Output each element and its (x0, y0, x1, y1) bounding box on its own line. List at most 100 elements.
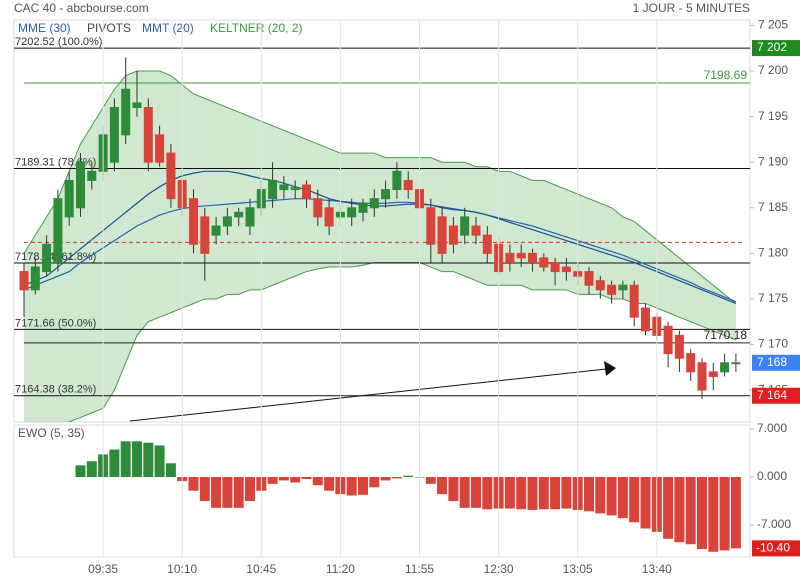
ewo-bar (674, 477, 685, 543)
candle-body (121, 88, 131, 136)
ewo-bar (403, 475, 414, 478)
ewo-tick-label: -7.000 (757, 517, 791, 531)
fib-label: 7202.52 (100.0%) (15, 36, 102, 48)
y-tick-label: 7 200 (758, 63, 788, 77)
price-badge (752, 387, 800, 404)
ewo-bar (233, 477, 244, 508)
candle-body (313, 198, 323, 218)
main-panel (13, 19, 751, 423)
ewo-bar (358, 477, 368, 495)
ewo-bar (504, 477, 515, 509)
ewo-bar (550, 477, 561, 510)
candle-body (143, 107, 153, 163)
legend-entry: MMT (20) (142, 21, 194, 35)
ewo-bar (301, 477, 312, 480)
candle-body (584, 271, 594, 286)
candle-body (686, 353, 696, 373)
candle-body (516, 252, 526, 259)
candle-body (211, 225, 221, 236)
ewo-title: EWO (5, 35) (18, 426, 85, 440)
y-tick-label: 7 170 (758, 337, 788, 351)
moving-average (23, 198, 737, 303)
ewo-bar (154, 445, 165, 478)
legend-entry: KELTNER (20, 2) (210, 21, 302, 35)
x-tick-label: 11:55 (405, 562, 434, 576)
fib-label: 7171.66 (50.0%) (15, 317, 96, 329)
x-tick-label: 13:05 (563, 562, 593, 576)
ewo-bar (471, 477, 481, 508)
price-badge-label: 7 164 (757, 388, 787, 402)
y-tick-label: 7 175 (758, 291, 788, 305)
ewo-bar (222, 477, 233, 508)
ewo-bar (120, 441, 131, 478)
ewo-bar (697, 477, 707, 550)
ewo-bar (640, 477, 651, 529)
candle-body (720, 362, 730, 373)
ewo-bar (267, 477, 278, 484)
trend-arrow (604, 361, 616, 376)
candle-body (539, 257, 549, 268)
ewo-bar (278, 477, 289, 481)
candle-body (369, 198, 379, 209)
trend-line (129, 368, 607, 422)
candle-body (234, 211, 244, 218)
ewo-bar (132, 441, 142, 478)
candle-body (618, 284, 628, 291)
ewo-bar (685, 477, 696, 545)
ewo-bar (391, 477, 402, 479)
candle-body (550, 261, 560, 273)
ewo-bar (617, 477, 628, 519)
candle-body (448, 225, 458, 245)
candle-body (155, 134, 165, 163)
candle-body (460, 216, 470, 236)
ewo-bar (584, 477, 594, 512)
x-tick-label: 11:20 (326, 562, 355, 576)
ewo-badge (752, 540, 800, 557)
keltner-area (24, 71, 736, 422)
ewo-plot (75, 441, 741, 552)
chart-subtitle: 1 JOUR - 5 MINUTES (633, 1, 750, 15)
candle-body (222, 216, 232, 227)
candle-body (19, 271, 29, 291)
ewo-bar (369, 477, 380, 488)
ewo-bar (109, 449, 120, 478)
x-tick-label: 12:30 (484, 562, 514, 576)
candle-body (268, 179, 278, 200)
candle-body (324, 207, 334, 227)
candle-body (629, 284, 639, 318)
candle-body (437, 216, 447, 254)
candle-body (505, 252, 515, 263)
y-tick-label: 7 195 (758, 109, 788, 123)
candle-body (674, 334, 684, 359)
candle-body (166, 152, 176, 200)
candle-body (87, 170, 97, 181)
legend-entry: MME (30) (18, 21, 71, 35)
keltner-upper (23, 70, 737, 304)
ewo-bar (595, 477, 606, 514)
ewo-bar (708, 477, 719, 552)
candle-body (663, 325, 673, 355)
candle-body (109, 107, 119, 163)
candle-body (595, 280, 605, 291)
candle-body (731, 362, 741, 365)
candle-body (64, 179, 74, 218)
ewo-bar (211, 477, 222, 508)
ewo-bar (199, 477, 210, 502)
ewo-bar (425, 477, 436, 484)
candle-body (279, 184, 289, 191)
ewo-bar (663, 477, 674, 539)
price-badge-label: 7 168 (757, 355, 787, 369)
y-tick-label: 7 180 (758, 246, 788, 260)
candle-body (245, 207, 255, 227)
ewo-bar (165, 463, 176, 478)
candle-body (392, 170, 402, 191)
candle-body (290, 187, 300, 191)
y-tick-label: 7 205 (758, 18, 788, 32)
ewo-bar (730, 477, 741, 549)
candle-body (76, 161, 85, 209)
overlay (129, 361, 616, 422)
ewo-badge-label: -10.40 (756, 541, 790, 555)
moving-average (23, 170, 737, 305)
candle-body (381, 189, 391, 200)
